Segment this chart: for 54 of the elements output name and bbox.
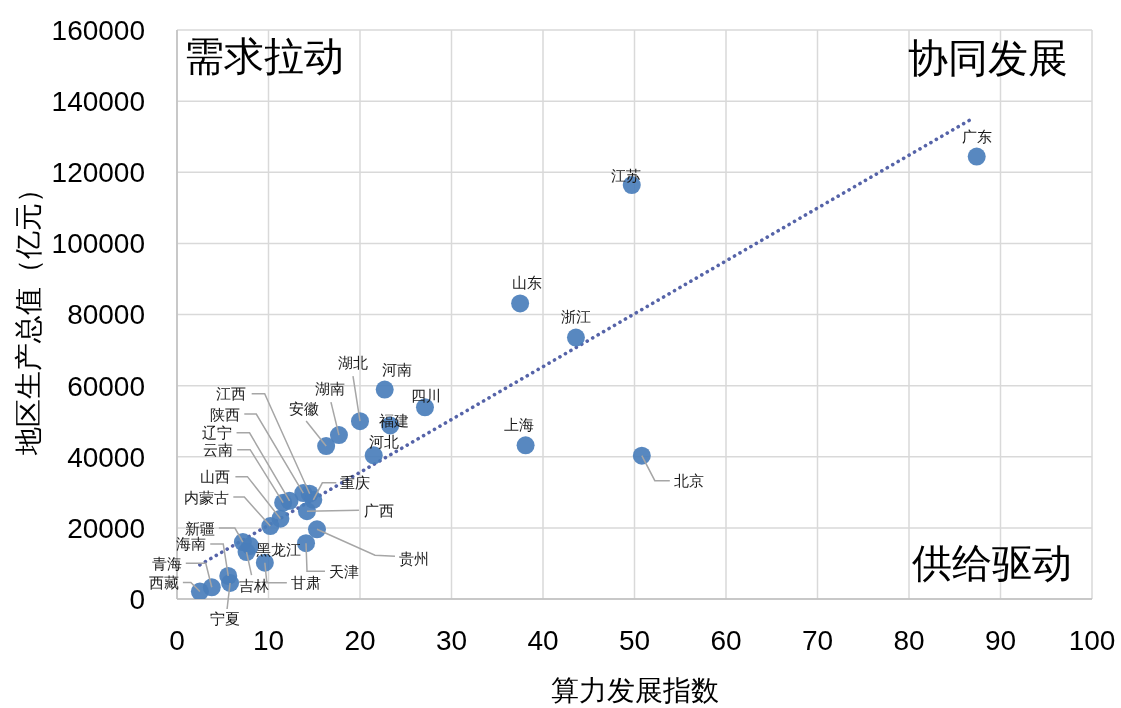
y-tick-label: 80000 <box>67 299 145 331</box>
annotation: 供给驱动 <box>912 541 1072 585</box>
x-tick-label: 20 <box>344 624 376 656</box>
series-label: 广东 <box>961 128 992 146</box>
series-label: 浙江 <box>560 308 591 326</box>
series-label: 重庆 <box>340 474 371 492</box>
text: 江西 <box>215 385 246 403</box>
y-tick-label: 0 <box>129 583 145 615</box>
y-tick-label: 40000 <box>67 441 145 473</box>
x-tick-label: 40 <box>527 624 559 656</box>
x-tick-label: 60 <box>710 624 742 656</box>
series-label: 新疆 <box>184 519 215 537</box>
series-label: 天津 <box>329 562 360 580</box>
x-axis-title: 算力发展指数 <box>550 674 719 706</box>
y-tick-label: 100000 <box>51 228 145 260</box>
text: 湖北 <box>338 353 368 371</box>
series-label: 黑龙江 <box>256 540 302 558</box>
x-tick-label: 30 <box>435 624 468 656</box>
annotation: 协同发展 <box>908 36 1068 80</box>
series-label: 河北 <box>368 432 399 450</box>
text: 辽宁 <box>201 424 232 442</box>
series-label: 河南 <box>381 361 412 379</box>
series-label: 吉林 <box>238 576 269 594</box>
x-tick-label: 50 <box>618 624 651 656</box>
series-label: 上海 <box>503 415 534 433</box>
series-label: 安徽 <box>289 399 320 417</box>
text: 内蒙古 <box>184 488 230 506</box>
x-tick-label: 90 <box>984 624 1017 656</box>
series-label: 山东 <box>512 273 543 291</box>
series-label: 北京 <box>673 472 704 490</box>
series-label: 青海 <box>151 554 182 572</box>
x-tick-label: 100 <box>1068 624 1116 656</box>
y-tick-label: 20000 <box>67 512 145 544</box>
x-tick-label: 0 <box>169 624 185 656</box>
y-tick-label: 160000 <box>51 14 145 46</box>
series-label: 西藏 <box>148 574 179 592</box>
text: 云南 <box>203 441 234 459</box>
text: 湖南 <box>314 379 345 397</box>
series-label: 宁夏 <box>210 610 241 628</box>
text: 山西 <box>200 468 231 486</box>
text: 陕西 <box>210 405 241 423</box>
y-axis-title: 地区生产总值（亿元） <box>12 174 44 456</box>
y-tick-label: 120000 <box>51 157 145 189</box>
y-tick-label: 140000 <box>51 86 145 118</box>
text: 广西 <box>363 501 394 519</box>
y-tick-label: 60000 <box>67 370 145 402</box>
annotation: 需求拉动 <box>184 34 344 78</box>
text: 贵州 <box>398 549 429 567</box>
x-tick-label: 70 <box>801 624 834 656</box>
series-label: 海南 <box>176 535 207 553</box>
x-tick-label: 80 <box>893 624 925 656</box>
series-label: 四川 <box>410 386 441 404</box>
series-label: 甘肃 <box>290 574 321 592</box>
x-tick-label: 10 <box>252 624 285 656</box>
